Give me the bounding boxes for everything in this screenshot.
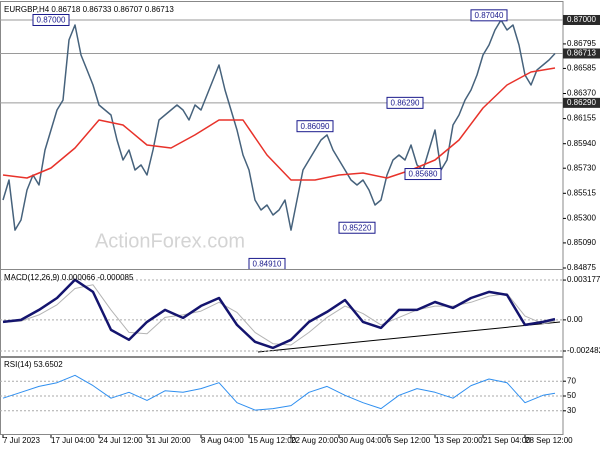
y-tick-label: 0.86155 (567, 114, 596, 123)
macd-trendline (257, 321, 561, 353)
x-tick-label: 8 Aug 04:00 (201, 436, 244, 445)
price-annotation-box (386, 96, 424, 109)
x-tick-label: 30 Aug 04:00 (339, 436, 387, 445)
x-tick-label: 31 Jul 20:00 (147, 436, 191, 445)
x-tick-label: 15 Aug 12:00 (249, 436, 297, 445)
y-tick-label: 0.86585 (567, 64, 596, 73)
price-annotation-box (404, 168, 442, 181)
series-line (2, 278, 556, 350)
level-box (563, 14, 600, 25)
y-tick-label: 30 (567, 406, 576, 415)
price-annotation: 0.86290 (391, 98, 420, 107)
y-tick-label: 0.003177 (567, 275, 600, 284)
level-label: 0.87000 (567, 15, 596, 24)
price-annotation: 0.87040 (475, 11, 504, 20)
price-annotation-box (338, 221, 376, 234)
y-tick-label: -0.002482 (567, 346, 600, 355)
y-tick-label: 0.00 (567, 315, 583, 324)
price-annotation: 0.85680 (409, 170, 438, 179)
panel-title: RSI(14) 53.6502 (4, 360, 63, 369)
price-annotation-box (296, 120, 334, 133)
y-tick-label: 0.85515 (567, 188, 596, 197)
series-line (2, 374, 556, 411)
x-tick-label: 21 Sep 04:00 (483, 436, 531, 445)
price-annotation-box (32, 13, 70, 26)
y-tick-label: 0.86370 (567, 89, 596, 98)
y-tick-label: 0.86795 (567, 39, 596, 48)
x-tick-label: 7 Jul 2023 (3, 436, 40, 445)
x-tick-label: 22 Aug 20:00 (291, 436, 339, 445)
x-tick-label: 6 Sep 12:00 (387, 436, 431, 445)
x-tick-label: 17 Jul 04:00 (51, 436, 95, 445)
x-tick-label: 24 Jul 12:00 (99, 436, 143, 445)
price-annotation: 0.86090 (301, 122, 330, 131)
y-tick-label: 0.84875 (567, 263, 596, 272)
level-box (563, 48, 600, 59)
y-tick-label: 70 (567, 376, 576, 385)
series-line (2, 67, 556, 181)
y-tick-label: 0.85940 (567, 139, 596, 148)
level-box (563, 97, 600, 108)
price-annotation: 0.87000 (37, 16, 66, 25)
x-tick-label: 28 Sep 12:00 (525, 436, 573, 445)
y-tick-label: 0.85300 (567, 214, 596, 223)
y-tick-label: 0.85090 (567, 238, 596, 247)
watermark: ActionForex.com (95, 230, 245, 252)
level-label: 0.86713 (567, 49, 596, 58)
series-line (2, 19, 556, 231)
x-tick-label: 13 Sep 20:00 (435, 436, 483, 445)
price-annotation: 0.85220 (343, 223, 372, 232)
level-label: 0.86290 (567, 98, 596, 107)
panel-frame (0, 269, 564, 358)
price-annotation-box (470, 9, 508, 22)
y-tick-label: 50 (567, 391, 576, 400)
panel-title: MACD(12,26,9) 0.000066 -0.000085 (4, 273, 134, 282)
y-tick-label: 0.85730 (567, 163, 596, 172)
price-annotation: 0.84910 (253, 260, 282, 269)
panel-title: EURGBP,H4 0.86718 0.86733 0.86707 0.8671… (4, 5, 174, 14)
